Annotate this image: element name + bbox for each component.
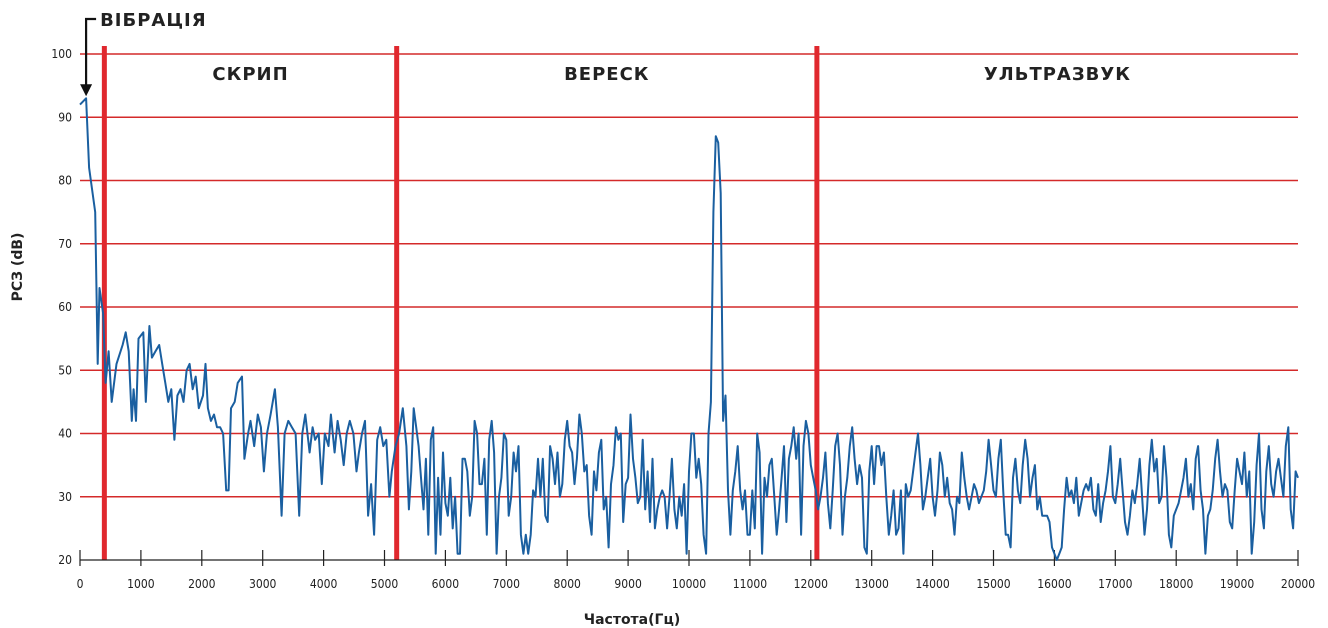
x-tick-label: 9000 bbox=[614, 577, 642, 591]
x-tick-label: 18000 bbox=[1159, 577, 1193, 591]
x-tick-label: 12000 bbox=[794, 577, 828, 591]
x-tick-label: 17000 bbox=[1098, 577, 1132, 591]
x-tick-label: 14000 bbox=[915, 577, 949, 591]
y-tick-label: 100 bbox=[51, 47, 72, 61]
x-tick-label: 16000 bbox=[1037, 577, 1071, 591]
x-tick-label: 4000 bbox=[310, 577, 338, 591]
annotation-label: ВІБРАЦІЯ bbox=[100, 10, 207, 31]
x-tick-label: 1000 bbox=[127, 577, 155, 591]
x-tick-label: 20000 bbox=[1281, 577, 1315, 591]
x-tick-label: 19000 bbox=[1220, 577, 1254, 591]
data-series bbox=[79, 97, 1299, 561]
vibration-annotation: ВІБРАЦІЯ bbox=[80, 10, 207, 97]
region-label: УЛЬТРАЗВУК bbox=[984, 64, 1131, 85]
x-tick-label: 8000 bbox=[553, 577, 581, 591]
y-tick-label: 80 bbox=[58, 174, 72, 188]
x-tick-label: 7000 bbox=[493, 577, 521, 591]
y-tick-label: 30 bbox=[58, 490, 72, 504]
x-tick-label: 3000 bbox=[249, 577, 277, 591]
x-tick-label: 15000 bbox=[976, 577, 1010, 591]
y-tick-label: 70 bbox=[58, 237, 72, 251]
annotation-arrow-line bbox=[84, 17, 97, 87]
y-tick-label: 60 bbox=[58, 300, 72, 314]
annotation-arrow-head bbox=[80, 84, 93, 97]
x-axis: 0 1000 2000 3000 4000 5000 6000 7000 8000 9000 100… bbox=[77, 550, 1315, 591]
x-tick-label: 0 bbox=[77, 577, 84, 591]
region-label: ВЕРЕСК bbox=[564, 64, 649, 85]
y-axis-title: РСЗ (dB) bbox=[10, 233, 26, 302]
y-tick-label: 90 bbox=[58, 110, 72, 124]
y-tick-label: 50 bbox=[58, 363, 72, 377]
x-tick-label: 5000 bbox=[371, 577, 399, 591]
grid-lines bbox=[80, 53, 1298, 498]
y-tick-label: 20 bbox=[58, 553, 72, 567]
region-dividers bbox=[101, 46, 820, 560]
series-line bbox=[79, 97, 1299, 561]
x-tick-label: 13000 bbox=[855, 577, 889, 591]
y-axis-labels: 20 30 40 50 60 70 80 90 100 bbox=[51, 47, 72, 567]
x-axis-title: Частота(Гц) bbox=[584, 612, 680, 628]
x-tick-label: 6000 bbox=[432, 577, 460, 591]
region-labels: СКРИП ВЕРЕСК УЛЬТРАЗВУК bbox=[212, 64, 1131, 85]
x-tick-label: 10000 bbox=[672, 577, 706, 591]
x-tick-label: 2000 bbox=[188, 577, 216, 591]
y-tick-label: 40 bbox=[58, 427, 72, 441]
region-label: СКРИП bbox=[212, 64, 288, 85]
x-tick-label: 11000 bbox=[733, 577, 767, 591]
